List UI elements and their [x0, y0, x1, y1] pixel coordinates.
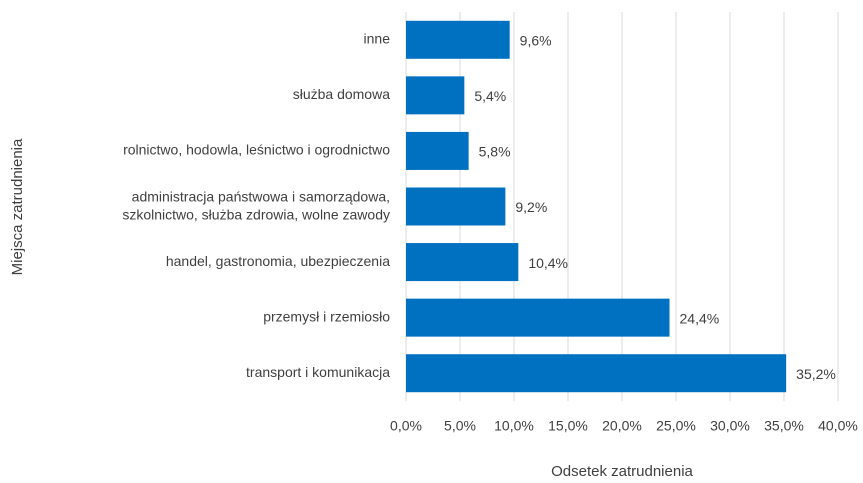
bar	[406, 76, 465, 115]
y-tick-label: przemysł i rzemiosło	[263, 308, 390, 324]
x-tick-label: 20,0%	[602, 418, 642, 434]
bar	[406, 354, 787, 393]
x-tick-label: 5,0%	[444, 418, 476, 434]
x-tick-label: 10,0%	[494, 418, 534, 434]
bar	[406, 131, 469, 170]
x-tick-label: 30,0%	[710, 418, 750, 434]
x-tick-label: 35,0%	[764, 418, 804, 434]
data-label: 5,4%	[474, 88, 506, 104]
y-tick-label: handel, gastronomia, ubezpieczenia	[166, 253, 390, 269]
x-tick-label: 15,0%	[548, 418, 588, 434]
bar	[406, 243, 519, 282]
y-tick-label: transport i komunikacja	[246, 364, 390, 380]
x-tick-label: 25,0%	[656, 418, 696, 434]
data-label: 35,2%	[796, 366, 836, 382]
x-axis-title: Odsetek zatrudnienia	[551, 463, 693, 480]
x-tick-label: 40,0%	[818, 418, 858, 434]
bar	[406, 187, 506, 226]
x-tick-label: 0,0%	[390, 418, 422, 434]
y-tick-label: rolnictwo, hodowla, leśnictwo i ogrodnic…	[123, 142, 390, 158]
y-tick-label: służba domowa	[293, 86, 390, 102]
bar	[406, 298, 670, 337]
bar	[406, 20, 510, 59]
data-label: 24,4%	[680, 310, 720, 326]
data-label: 5,8%	[479, 144, 511, 160]
y-tick-label: administracja państwowa i samorządowa, sz…	[122, 188, 390, 222]
data-label: 9,2%	[515, 199, 547, 215]
data-label: 10,4%	[528, 255, 568, 271]
y-tick-label: inne	[364, 30, 391, 46]
y-axis-title: Miejsca zatrudnienia	[9, 138, 26, 275]
data-label: 9,6%	[520, 32, 552, 48]
